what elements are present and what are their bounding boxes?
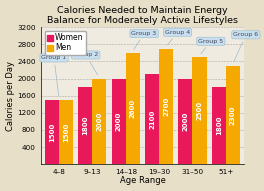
Text: Group 3: Group 3 bbox=[131, 31, 157, 49]
Text: 1800: 1800 bbox=[216, 116, 222, 135]
Bar bbox=[178, 79, 192, 164]
Bar bbox=[192, 57, 206, 164]
Bar bbox=[92, 79, 106, 164]
Text: 2000: 2000 bbox=[116, 112, 122, 131]
Bar bbox=[145, 74, 159, 164]
Text: 1500: 1500 bbox=[63, 122, 69, 142]
Text: 2500: 2500 bbox=[196, 101, 202, 120]
Legend: Women, Men: Women, Men bbox=[45, 31, 86, 55]
Y-axis label: Calories per Day: Calories per Day bbox=[6, 61, 15, 131]
Text: 2300: 2300 bbox=[230, 105, 236, 125]
Text: 1800: 1800 bbox=[82, 116, 88, 135]
Text: 2100: 2100 bbox=[149, 109, 155, 129]
X-axis label: Age Range: Age Range bbox=[120, 176, 165, 185]
Bar bbox=[45, 100, 59, 164]
Text: 2700: 2700 bbox=[163, 97, 169, 116]
Bar bbox=[126, 53, 140, 164]
Text: Group 6: Group 6 bbox=[233, 32, 258, 62]
Bar bbox=[78, 87, 92, 164]
Bar bbox=[159, 49, 173, 164]
Text: Group 4: Group 4 bbox=[165, 30, 190, 45]
Text: 2000: 2000 bbox=[96, 112, 102, 131]
Bar bbox=[112, 79, 126, 164]
Title: Calories Needed to Maintain Energy
Balance for Moderately Active Lifestyles: Calories Needed to Maintain Energy Balan… bbox=[47, 6, 238, 25]
Bar bbox=[226, 66, 240, 164]
Text: 1500: 1500 bbox=[49, 122, 55, 142]
Text: Group 5: Group 5 bbox=[198, 39, 223, 54]
Text: 2600: 2600 bbox=[130, 99, 136, 118]
Text: 2000: 2000 bbox=[182, 112, 188, 131]
Text: Group 2: Group 2 bbox=[73, 53, 98, 75]
Bar bbox=[212, 87, 226, 164]
Text: Group 1: Group 1 bbox=[41, 55, 67, 96]
Bar bbox=[59, 100, 73, 164]
